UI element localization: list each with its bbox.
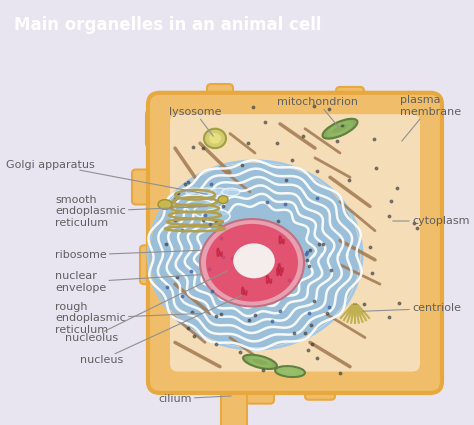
FancyBboxPatch shape bbox=[246, 368, 274, 404]
Text: Golgi apparatus: Golgi apparatus bbox=[6, 160, 207, 194]
FancyBboxPatch shape bbox=[397, 171, 423, 204]
Ellipse shape bbox=[222, 188, 240, 196]
FancyBboxPatch shape bbox=[140, 245, 170, 284]
Ellipse shape bbox=[186, 188, 204, 196]
FancyBboxPatch shape bbox=[170, 114, 420, 371]
FancyBboxPatch shape bbox=[221, 377, 247, 425]
Ellipse shape bbox=[202, 210, 230, 223]
Ellipse shape bbox=[322, 119, 357, 139]
Text: rough
endoplasmic
reticulum: rough endoplasmic reticulum bbox=[55, 302, 202, 335]
FancyBboxPatch shape bbox=[164, 351, 197, 393]
Ellipse shape bbox=[200, 219, 304, 306]
Ellipse shape bbox=[194, 204, 222, 218]
Ellipse shape bbox=[150, 163, 360, 347]
FancyBboxPatch shape bbox=[364, 332, 397, 374]
Ellipse shape bbox=[186, 200, 214, 213]
Ellipse shape bbox=[275, 366, 305, 377]
FancyBboxPatch shape bbox=[336, 87, 364, 122]
FancyBboxPatch shape bbox=[207, 84, 233, 116]
Ellipse shape bbox=[204, 129, 226, 148]
Ellipse shape bbox=[218, 196, 228, 204]
Ellipse shape bbox=[206, 224, 298, 302]
Ellipse shape bbox=[209, 133, 221, 144]
FancyBboxPatch shape bbox=[305, 363, 335, 400]
FancyBboxPatch shape bbox=[148, 93, 442, 393]
Text: mitochondrion: mitochondrion bbox=[277, 97, 358, 127]
Ellipse shape bbox=[158, 200, 172, 210]
Text: centriole: centriole bbox=[363, 303, 461, 313]
Ellipse shape bbox=[210, 188, 228, 196]
Ellipse shape bbox=[198, 188, 216, 196]
Text: plasma
membrane: plasma membrane bbox=[400, 96, 461, 141]
FancyBboxPatch shape bbox=[401, 246, 429, 283]
Text: smooth
endoplasmic
reticulum: smooth endoplasmic reticulum bbox=[55, 195, 207, 228]
Text: cytoplasm: cytoplasm bbox=[393, 216, 470, 226]
Text: nuclear
envelope: nuclear envelope bbox=[55, 272, 202, 293]
Text: ribosome: ribosome bbox=[55, 250, 202, 260]
Ellipse shape bbox=[243, 355, 277, 369]
FancyBboxPatch shape bbox=[146, 110, 174, 147]
FancyBboxPatch shape bbox=[132, 170, 158, 204]
Text: lysosome: lysosome bbox=[169, 107, 221, 136]
Ellipse shape bbox=[233, 244, 275, 278]
Text: nucleolus: nucleolus bbox=[65, 271, 228, 343]
Text: Main organelles in an animal cell: Main organelles in an animal cell bbox=[14, 17, 322, 34]
Text: cilium: cilium bbox=[158, 394, 231, 404]
Text: nucleus: nucleus bbox=[80, 295, 243, 365]
